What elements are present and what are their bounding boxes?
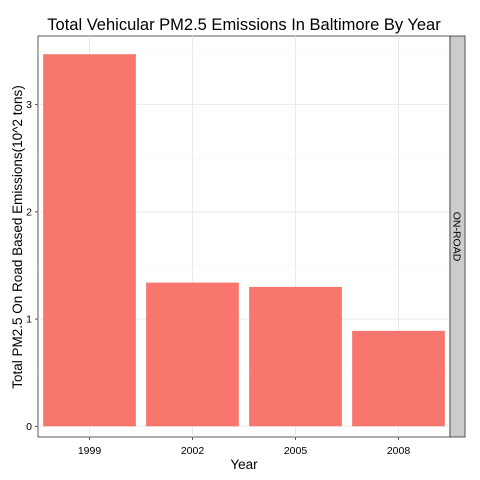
facet-strip-background	[449, 35, 466, 438]
y-tick-label: 3	[26, 99, 32, 111]
bar-1999	[43, 54, 136, 427]
x-axis-ticks: 1999 2002 2005 2008	[78, 437, 411, 457]
y-tick-label: 0	[26, 421, 32, 433]
x-tick-label: 2002	[181, 445, 205, 457]
bar-2002	[146, 282, 239, 427]
plot-panel	[37, 35, 451, 438]
bar-2008	[352, 330, 445, 427]
facet-strip: ON-ROAD	[449, 35, 466, 438]
facet-strip-label: ON-ROAD	[451, 212, 463, 262]
y-axis-ticks: 0 1 2 3	[26, 99, 38, 433]
x-tick-label: 2005	[284, 445, 308, 457]
x-tick-label: 1999	[78, 445, 102, 457]
y-tick-label: 2	[26, 206, 32, 218]
x-tick-label: 2008	[387, 445, 411, 457]
x-axis-label: Year	[230, 457, 258, 472]
bars	[43, 54, 445, 427]
chart-title: Total Vehicular PM2.5 Emissions In Balti…	[47, 16, 441, 34]
y-tick-label: 1	[26, 314, 32, 326]
bar-2005	[249, 286, 342, 427]
y-axis-label: Total PM2.5 On Road Based Emissions(10^2…	[10, 85, 25, 388]
